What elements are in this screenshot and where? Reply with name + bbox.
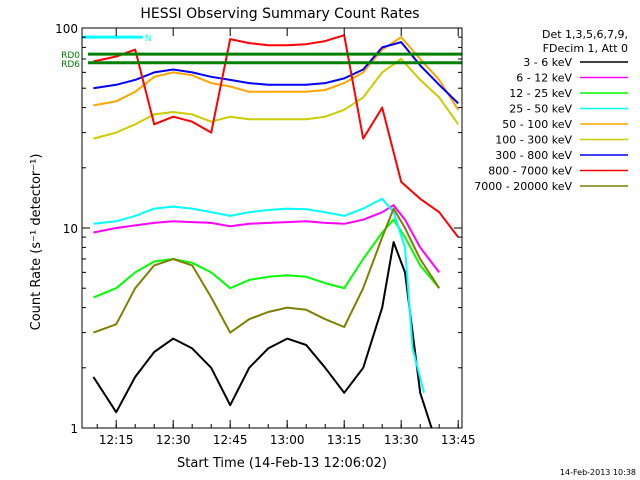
x-tick-label: 12:15 [99, 433, 134, 447]
series-line-6 [93, 58, 460, 140]
legend-label: 25 - 50 keV [509, 103, 572, 116]
legend-label: 7000 - 20000 keV [474, 180, 572, 193]
x-tick-label: 12:30 [156, 433, 191, 447]
legend-label: 300 - 800 keV [495, 149, 572, 162]
y-tick-label: 1 [70, 422, 78, 436]
x-tick-label: 13:30 [384, 433, 419, 447]
x-tick-label: 12:45 [213, 433, 248, 447]
x-tick-label: 13:15 [327, 433, 362, 447]
y-tick-label: 100 [55, 22, 78, 36]
legend: Det 1,3,5,6,7,9,FDecim 1, Att 03 - 6 keV… [474, 28, 628, 193]
x-axis-label: Start Time (14-Feb-13 12:06:02) [177, 456, 387, 471]
series-line-5 [93, 36, 460, 111]
flag-label-rd0: RD0 [61, 51, 80, 61]
series-line-2 [93, 204, 440, 274]
y-tick-label: 10 [63, 222, 78, 236]
legend-header: Det 1,3,5,6,7,9, [542, 28, 628, 41]
flag-label-n: N [145, 34, 152, 44]
legend-label: 50 - 100 keV [502, 118, 572, 131]
series-line-1 [92, 241, 433, 429]
series-line-4 [93, 197, 425, 394]
y-axis-label: Count Rate (s⁻¹ detector⁻¹) [29, 154, 44, 331]
x-tick-label: 13:45 [441, 433, 476, 447]
series-line-8 [93, 34, 459, 238]
series-line-7 [93, 41, 459, 105]
chart-title: HESSI Observing Summary Count Rates [140, 6, 419, 22]
legend-header: FDecim 1, Att 0 [543, 42, 628, 55]
legend-label: 12 - 25 keV [509, 87, 572, 100]
legend-label: 6 - 12 keV [516, 72, 572, 85]
legend-label: 3 - 6 keV [523, 56, 572, 69]
series-line-3 [93, 218, 440, 299]
series-line-9 [93, 207, 441, 334]
footer-date: 14-Feb-2013 10:38 [560, 468, 636, 477]
flag-label-rd6: RD6 [61, 60, 80, 70]
legend-label: 100 - 300 keV [495, 134, 572, 147]
x-tick-label: 13:00 [270, 433, 305, 447]
legend-label: 800 - 7000 keV [488, 165, 572, 178]
